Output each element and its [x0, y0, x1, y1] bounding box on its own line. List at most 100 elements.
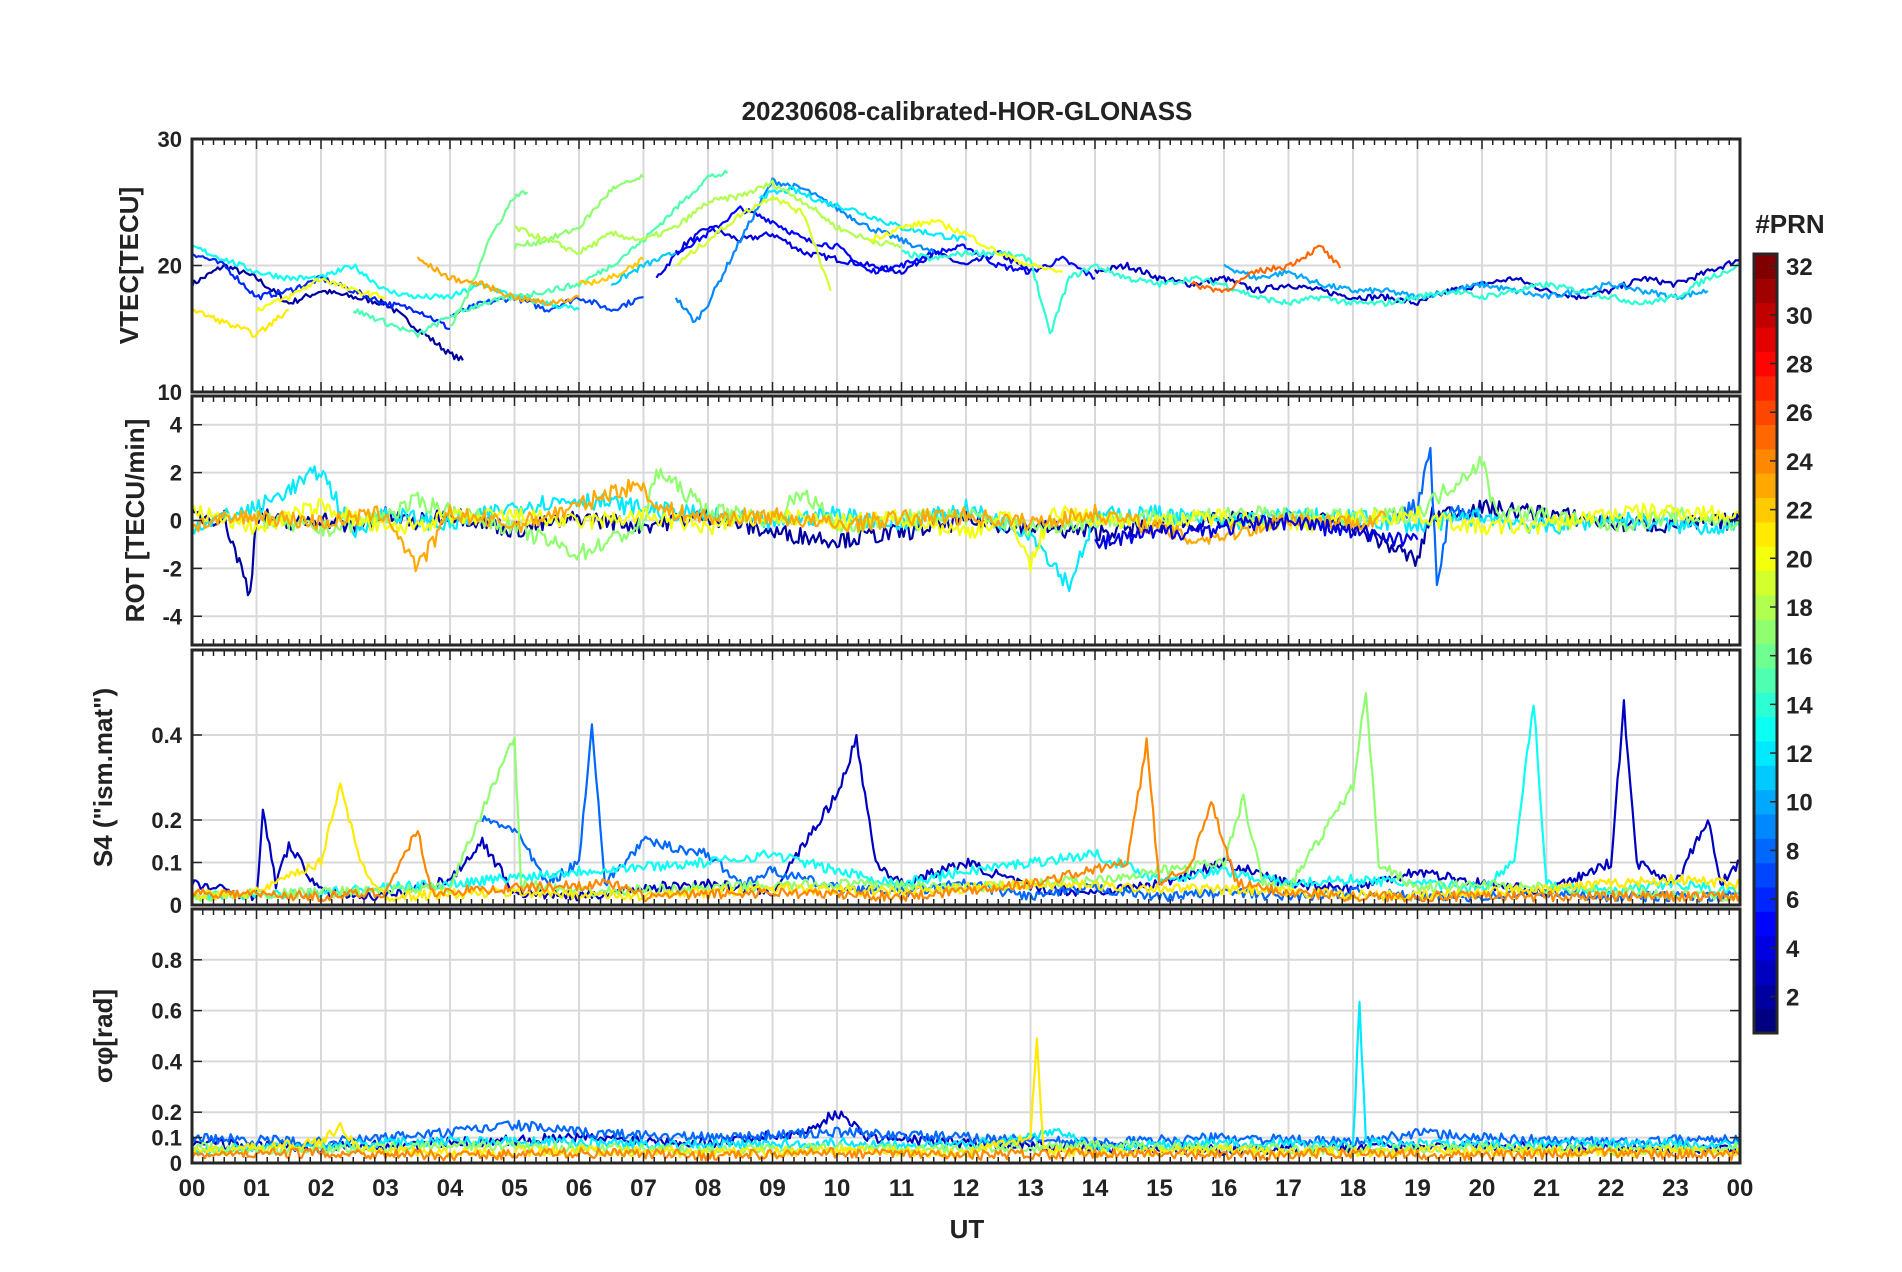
- colorbar-swatch: [1754, 619, 1777, 645]
- series-line-prn-20: [255, 277, 387, 313]
- colorbar-tick-label: 14: [1786, 692, 1813, 719]
- y-tick-label: 2: [170, 461, 182, 486]
- series-group: [192, 691, 1740, 903]
- colorbar-tick-label: 18: [1786, 595, 1813, 622]
- colorbar-swatch: [1754, 692, 1777, 718]
- y-tick-label: 0.1: [151, 1126, 182, 1151]
- colorbar-swatch: [1754, 351, 1777, 377]
- y-tick-label: 0: [170, 509, 182, 534]
- colorbar-tick-label: 30: [1786, 303, 1813, 330]
- colorbar-frame: [1752, 252, 1779, 1035]
- x-tick-label: 05: [501, 1175, 528, 1202]
- colorbar-tick-label: 2: [1786, 984, 1799, 1011]
- series-line-prn-10: [1223, 263, 1709, 301]
- series-line-prn-15: [352, 169, 729, 338]
- colorbar-tick-label: 16: [1786, 644, 1813, 671]
- axis-box: [190, 394, 1742, 647]
- panel-s4: 0 0.1 0.2 0.4 S4 ("ism.mat"): [88, 648, 1742, 918]
- colorbar-swatch: [1754, 959, 1777, 985]
- colorbar-swatch: [1754, 400, 1777, 426]
- chart-title: 20230608-calibrated-HOR-GLONASS: [742, 96, 1193, 126]
- y-axis-label: ROT [TECU/min]: [120, 419, 150, 623]
- colorbar-swatch: [1754, 716, 1777, 742]
- series-line-prn-7: [450, 295, 644, 317]
- y-tick-label: 30: [158, 127, 182, 152]
- colorbar-swatch: [1754, 789, 1777, 815]
- y-tick-label: -4: [162, 604, 182, 629]
- series-line-prn-12: [758, 185, 967, 242]
- colorbar-swatch: [1754, 740, 1777, 766]
- colorbar-tick-label: 32: [1786, 254, 1813, 281]
- colorbar-swatch: [1754, 521, 1777, 547]
- colorbar-swatch: [1754, 862, 1777, 888]
- colorbar-swatch: [1754, 327, 1777, 352]
- colorbar-tick-label: 8: [1786, 838, 1799, 865]
- x-axis: 00 01 02 03 04 05 06 07 08 09 10 11 12 13 14 15 16 17 18 19…: [179, 1175, 1754, 1202]
- colorbar-tick-label: 24: [1786, 449, 1813, 476]
- y-axis-label: VTEC[TECU]: [114, 187, 144, 344]
- colorbar-swatch: [1754, 546, 1777, 572]
- series-line-prn-23: [416, 256, 580, 307]
- colorbar-tick-label: 6: [1786, 887, 1799, 914]
- series-line-prn-20: [192, 498, 1740, 573]
- x-tick-label: 04: [437, 1175, 464, 1202]
- series-line-prn-2: [192, 263, 464, 362]
- x-tick-label: 20: [1469, 1175, 1496, 1202]
- series-line-prn-22: [578, 256, 645, 286]
- colorbar-swatch: [1754, 886, 1777, 912]
- series-line-prn-3: [192, 699, 1740, 902]
- x-tick-label: 18: [1340, 1175, 1367, 1202]
- panel-sigma_phi: 00.10.2 0.4 0.6 0.8 σφ[rad]: [88, 907, 1742, 1176]
- x-tick-label: 07: [630, 1175, 657, 1202]
- colorbar-swatch: [1754, 765, 1777, 791]
- series-group: [192, 446, 1740, 597]
- colorbar-swatch: [1754, 570, 1777, 596]
- series-line-prn-20: [869, 218, 1064, 273]
- x-axis-label: UT: [950, 1214, 985, 1244]
- y-tick-label: 0.2: [151, 808, 182, 833]
- y-axis-label: S4 ("ism.mat"): [88, 688, 118, 867]
- x-tick-label: 12: [953, 1175, 980, 1202]
- series-line-prn-12: [192, 1000, 1740, 1157]
- x-tick-label: 09: [759, 1175, 786, 1202]
- series-group: [192, 169, 1740, 362]
- colorbar-swatch: [1754, 424, 1777, 450]
- x-tick-label: 06: [566, 1175, 593, 1202]
- series-line-prn-5: [674, 205, 1096, 280]
- panel-vtec: 10 20 30 VTEC[TECU]: [114, 127, 1742, 405]
- series-line-prn-6: [192, 252, 450, 330]
- y-tick-label: 0.4: [151, 723, 182, 748]
- colorbar-tick-label: 10: [1786, 790, 1813, 817]
- series-line-prn-14: [901, 249, 1740, 335]
- x-tick-label: 03: [372, 1175, 399, 1202]
- colorbar-tick-label: 20: [1786, 546, 1813, 573]
- y-tick-label: 20: [158, 254, 182, 279]
- colorbar-swatch: [1754, 497, 1777, 523]
- colorbar-swatch: [1754, 278, 1777, 304]
- x-tick-label: 19: [1404, 1175, 1431, 1202]
- x-tick-label: 11: [889, 1175, 914, 1202]
- y-tick-label: 0.2: [151, 1100, 182, 1125]
- y-tick-label: 10: [158, 380, 182, 405]
- x-tick-label: 10: [824, 1175, 851, 1202]
- colorbar-swatch: [1754, 911, 1777, 937]
- x-tick-label: 14: [1082, 1175, 1109, 1202]
- colorbar-swatch: [1754, 984, 1777, 1010]
- y-axis-label: σφ[rad]: [88, 989, 118, 1083]
- colorbar-swatch: [1754, 375, 1777, 401]
- x-tick-label: 15: [1146, 1175, 1173, 1202]
- colorbar-swatch: [1754, 473, 1777, 499]
- colorbar-swatch: [1754, 448, 1777, 474]
- colorbar-tick-label: 28: [1786, 352, 1813, 379]
- x-tick-label: 00: [179, 1175, 206, 1202]
- colorbar-swatch: [1754, 594, 1777, 620]
- y-tick-label: 0: [170, 1151, 182, 1176]
- panel-rot: -4 -2 0 2 4 ROT [TECU/min]: [120, 394, 1742, 647]
- x-tick-label: 08: [695, 1175, 722, 1202]
- axis-box: [190, 648, 1742, 907]
- colorbar-swatch: [1754, 302, 1777, 328]
- colorbar-swatch: [1754, 838, 1777, 864]
- x-tick-label: 16: [1211, 1175, 1238, 1202]
